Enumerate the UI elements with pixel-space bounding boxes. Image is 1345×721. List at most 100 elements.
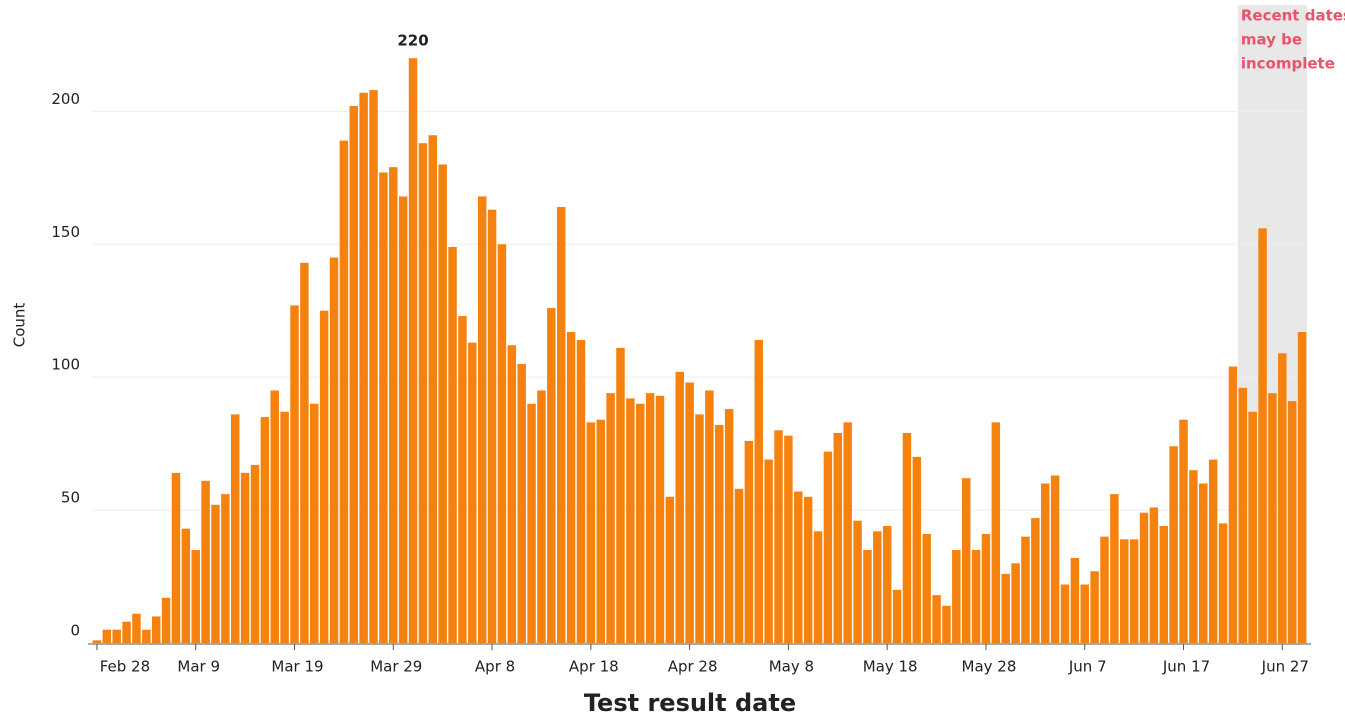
bar <box>507 345 517 643</box>
bar <box>981 534 991 643</box>
bar <box>1208 459 1218 643</box>
bar <box>695 414 704 643</box>
bar <box>1199 483 1208 643</box>
bar <box>1110 494 1119 643</box>
bar <box>971 549 981 643</box>
bar <box>635 403 645 643</box>
bar <box>359 92 368 644</box>
bar <box>211 504 220 643</box>
y-tick-label: 150 <box>51 223 80 241</box>
bar <box>418 143 428 643</box>
bar <box>596 419 605 643</box>
x-tick-label: Mar 19 <box>271 658 323 676</box>
bar <box>102 629 112 643</box>
bar <box>398 196 408 643</box>
bar <box>161 597 171 643</box>
bar <box>1248 411 1257 643</box>
bar <box>1258 228 1267 644</box>
bar <box>902 432 912 643</box>
annotation: incomplete <box>1241 55 1335 73</box>
x-tick-label: Jun 7 <box>1068 658 1107 676</box>
bar <box>527 403 536 643</box>
bar <box>794 491 803 643</box>
bar <box>349 106 359 644</box>
bar <box>1169 446 1178 643</box>
y-tick-label: 200 <box>51 90 80 108</box>
bar <box>468 342 477 643</box>
bar <box>240 472 250 643</box>
bar <box>952 549 961 643</box>
bar <box>685 382 694 643</box>
bar <box>122 621 131 643</box>
x-tick-label: Apr 18 <box>569 658 619 676</box>
bar <box>1129 539 1139 643</box>
bar <box>942 605 951 643</box>
bar <box>1060 584 1070 643</box>
bar <box>260 417 270 643</box>
x-axis-label: Test result date <box>584 689 796 717</box>
bar <box>803 496 813 643</box>
bar <box>1149 507 1159 643</box>
bar <box>280 411 289 643</box>
bar <box>705 390 714 643</box>
bar <box>665 496 675 643</box>
bar <box>270 390 279 643</box>
bar <box>922 534 931 643</box>
bar <box>428 135 438 643</box>
y-tick-label: 50 <box>61 489 80 507</box>
bar <box>734 488 744 643</box>
bar <box>181 528 191 643</box>
bar <box>932 595 941 643</box>
bar <box>754 339 764 643</box>
x-tick-label: Jun 17 <box>1162 658 1210 676</box>
bar <box>1139 512 1149 643</box>
bar <box>1100 536 1109 643</box>
bar <box>645 393 655 643</box>
bar <box>497 244 507 643</box>
bar <box>724 409 734 643</box>
bar <box>1031 518 1040 643</box>
bar <box>389 167 398 644</box>
y-tick-label: 0 <box>70 622 80 640</box>
bar <box>1090 571 1099 643</box>
x-tick-label: May 18 <box>863 658 918 676</box>
bar <box>991 422 1001 643</box>
x-tick-label: Jun 27 <box>1261 658 1309 676</box>
bar <box>556 207 566 644</box>
bar <box>912 456 922 643</box>
bar <box>201 480 210 643</box>
bar <box>329 257 339 643</box>
bar <box>517 363 526 643</box>
bar <box>1080 584 1089 643</box>
bar <box>1120 539 1129 643</box>
bar <box>1021 536 1030 643</box>
bar <box>92 640 102 643</box>
x-tick-label: May 8 <box>769 658 814 676</box>
bar <box>892 589 902 643</box>
bar <box>1159 526 1169 643</box>
bar <box>1050 475 1060 643</box>
bar <box>438 164 447 643</box>
bar <box>310 403 319 643</box>
bar <box>616 347 625 643</box>
bar <box>744 440 754 643</box>
annotation: may be <box>1241 31 1302 49</box>
x-tick-label: Mar 9 <box>177 658 220 676</box>
bar <box>873 531 882 643</box>
bar <box>537 390 546 643</box>
bar <box>784 435 793 643</box>
bar <box>290 305 299 643</box>
bar <box>448 246 457 644</box>
bar <box>151 616 161 643</box>
bar <box>566 331 576 643</box>
bar <box>1040 483 1050 643</box>
bar <box>586 422 596 643</box>
bar <box>339 140 349 643</box>
annotation: Recent dates <box>1241 7 1345 25</box>
bar <box>300 262 309 643</box>
bar <box>112 629 121 643</box>
bar <box>487 209 497 644</box>
bar <box>1001 573 1010 643</box>
bar <box>655 395 665 643</box>
